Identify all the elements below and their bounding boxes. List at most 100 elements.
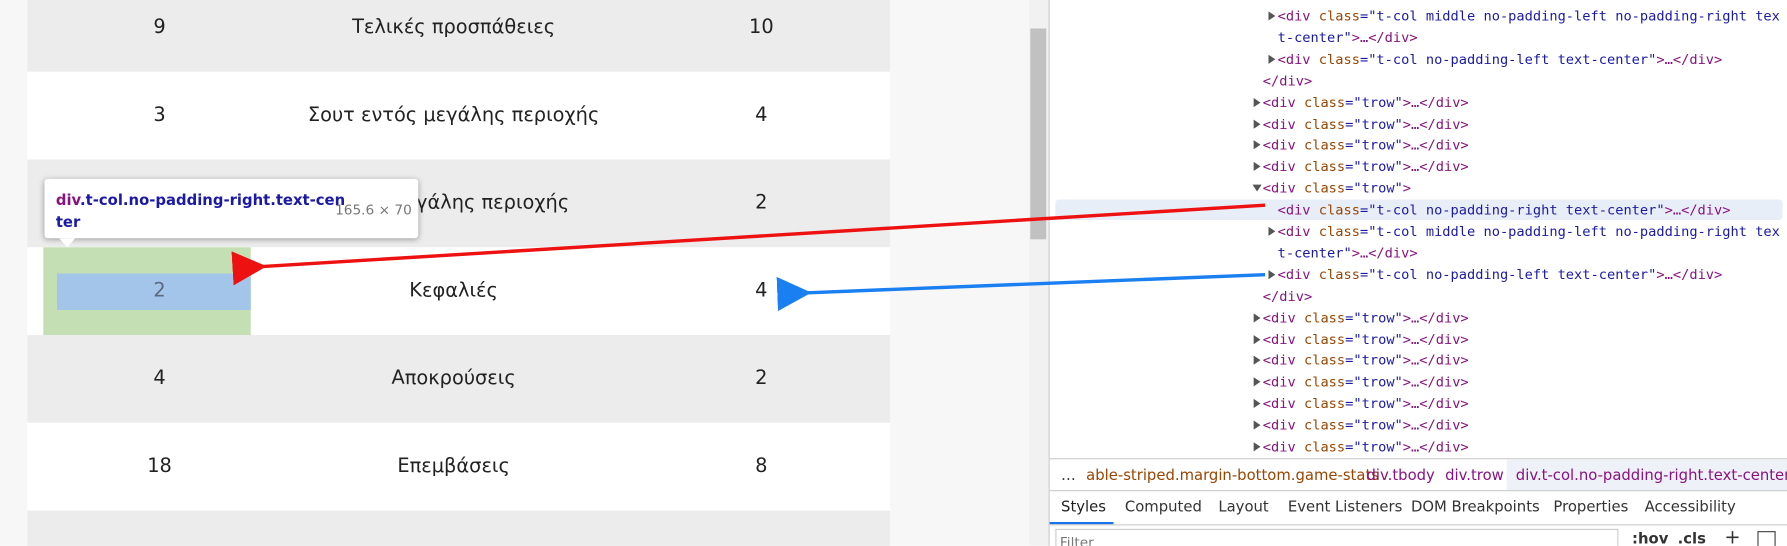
- dom-close: >…</div>: [1402, 374, 1469, 391]
- dom-line[interactable]: <div class="trow">…</div>: [1263, 350, 1469, 372]
- dom-value: ="trow": [1345, 374, 1403, 391]
- panel-tab[interactable]: DOM Breakpoints: [1410, 499, 1540, 517]
- breadcrumb[interactable]: div.trow: [1445, 467, 1504, 485]
- dom-value: ="trow": [1345, 158, 1403, 175]
- dom-line[interactable]: <div class="trow">…</div>: [1263, 156, 1469, 178]
- disclosure-triangle[interactable]: [1253, 334, 1261, 344]
- table-cell: 18: [147, 454, 172, 478]
- disclosure-triangle[interactable]: [1253, 399, 1261, 409]
- table-cell: μεγάλης περιοχής: [393, 191, 570, 215]
- breadcrumb[interactable]: able-striped.margin-bottom.game-stats: [1086, 467, 1379, 485]
- sidebar-toggle[interactable]: [1757, 531, 1776, 546]
- disclosure-triangle[interactable]: [1253, 97, 1261, 107]
- breadcrumb[interactable]: div.t-col.no-padding-right.text-center: [1515, 467, 1787, 485]
- red-arrow: [231, 203, 1266, 286]
- dom-close: >…</div>: [1402, 395, 1469, 412]
- table-cell: 2: [755, 191, 768, 215]
- dom-value: ="trow": [1345, 331, 1403, 348]
- filter-placeholder: Filter: [1059, 534, 1094, 546]
- dom-line[interactable]: t-center">…</div>: [1278, 27, 1418, 49]
- disclosure-triangle[interactable]: [1253, 356, 1261, 366]
- table-row: 4 Αποκρούσεις 2: [27, 335, 891, 423]
- disclosure-triangle[interactable]: [1252, 184, 1262, 192]
- disclosure-triangle[interactable]: [1253, 377, 1261, 387]
- cls-button[interactable]: .cls: [1677, 531, 1706, 546]
- divider: [1049, 524, 1787, 526]
- dom-tag: <div: [1262, 374, 1296, 391]
- disclosure-triangle[interactable]: [1253, 420, 1261, 430]
- dom-close: >…</div>: [1402, 94, 1469, 111]
- dom-tag: <div: [1262, 158, 1296, 175]
- disclosure-triangle[interactable]: [1253, 119, 1261, 129]
- dom-line[interactable]: <div class="trow">…</div>: [1263, 135, 1469, 157]
- dom-line[interactable]: <div class="trow">…</div>: [1263, 415, 1469, 437]
- dom-tag: <div: [1277, 201, 1311, 218]
- dom-line[interactable]: <div class="trow">…</div>: [1263, 113, 1469, 135]
- disclosure-triangle[interactable]: [1268, 269, 1276, 279]
- highlight-content: [56, 273, 251, 310]
- add-rule-button[interactable]: +: [1724, 526, 1741, 546]
- table-cell: 4: [153, 366, 166, 390]
- tooltip-tag: div: [55, 192, 80, 210]
- panel-tab[interactable]: Accessibility: [1644, 499, 1736, 517]
- dom-line[interactable]: <div class="t-col no-padding-left text-c…: [1278, 49, 1723, 71]
- dom-tag: <div: [1277, 223, 1311, 240]
- dom-line[interactable]: <div class="trow">…</div>: [1263, 393, 1469, 415]
- scrollbar-thumb[interactable]: [1030, 28, 1047, 240]
- panel-tab[interactable]: Computed: [1124, 499, 1202, 517]
- dom-tag: <div: [1262, 438, 1296, 455]
- dom-line[interactable]: <div class="trow">…</div>: [1263, 372, 1469, 394]
- disclosure-triangle[interactable]: [1253, 442, 1261, 452]
- dom-line[interactable]: t-center">…</div>: [1278, 243, 1418, 265]
- dom-value: t-center": [1277, 29, 1352, 46]
- disclosure-triangle[interactable]: [1268, 11, 1276, 21]
- dom-close: >…</div>: [1656, 51, 1723, 68]
- disclosure-triangle[interactable]: [1268, 226, 1276, 236]
- table-cell: 9: [153, 15, 166, 39]
- dom-line[interactable]: <div class="trow">…</div>: [1263, 92, 1469, 114]
- dom-attr: class: [1318, 51, 1360, 68]
- dom-attr: class: [1303, 438, 1346, 455]
- breadcrumb[interactable]: div.tbody: [1366, 467, 1435, 485]
- dom-tag: <div: [1262, 352, 1296, 369]
- dom-tag: <div: [1262, 331, 1296, 348]
- table-cell: 3: [153, 103, 166, 127]
- panel-tab[interactable]: Properties: [1553, 499, 1629, 517]
- table-cell: 2: [153, 279, 166, 303]
- dom-close: >…</div>: [1402, 417, 1469, 434]
- dom-line[interactable]: <div class="t-col no-padding-left text-c…: [1278, 264, 1723, 286]
- table-cell: Τελικές προσπάθειες: [352, 15, 556, 39]
- dom-attr: class: [1303, 309, 1346, 326]
- panel-tab[interactable]: Styles: [1061, 499, 1107, 517]
- tooltip-size: 165.6 × 70: [335, 201, 412, 218]
- dom-line[interactable]: </div>: [1263, 286, 1312, 308]
- panel-tab[interactable]: Layout: [1218, 499, 1269, 517]
- dom-line[interactable]: <div class="t-col middle no-padding-left…: [1278, 6, 1780, 28]
- dom-attr: class: [1303, 137, 1346, 154]
- dom-value: ="trow": [1345, 309, 1403, 326]
- disclosure-triangle[interactable]: [1253, 312, 1261, 323]
- inspect-tooltip: div.t-col.no-padding-right.text-cen ter 1…: [44, 178, 419, 239]
- table-row: 9 Τελικές προσπάθειες 10: [27, 0, 891, 72]
- dom-close: >…</div>: [1664, 201, 1731, 218]
- hov-button[interactable]: :hov: [1632, 531, 1669, 546]
- tooltip-selector: div.t-col.no-padding-right.text-cen ter: [56, 190, 345, 233]
- dom-attr: class: [1303, 94, 1346, 111]
- dom-line[interactable]: <div class="trow">…</div>: [1263, 307, 1469, 329]
- dom-tag: <div: [1262, 309, 1296, 326]
- panel-tab[interactable]: Event Listeners: [1287, 499, 1403, 517]
- dom-line[interactable]: <div class="trow">: [1263, 178, 1411, 200]
- dom-line[interactable]: <div class="trow">…</div>: [1263, 437, 1469, 459]
- breadcrumb[interactable]: …: [1061, 467, 1076, 485]
- filter-input[interactable]: Filter: [1055, 528, 1619, 546]
- disclosure-triangle[interactable]: [1268, 54, 1276, 64]
- disclosure-triangle[interactable]: [1253, 162, 1261, 172]
- dom-line[interactable]: <div class="t-col no-padding-right text-…: [1278, 200, 1731, 222]
- dom-line[interactable]: </div>: [1263, 70, 1312, 92]
- dom-line[interactable]: <div class="trow">…</div>: [1263, 329, 1469, 351]
- disclosure-triangle[interactable]: [1253, 140, 1261, 150]
- dom-line[interactable]: <div class="t-col middle no-padding-left…: [1278, 221, 1780, 243]
- dom-tag: <div: [1277, 7, 1311, 24]
